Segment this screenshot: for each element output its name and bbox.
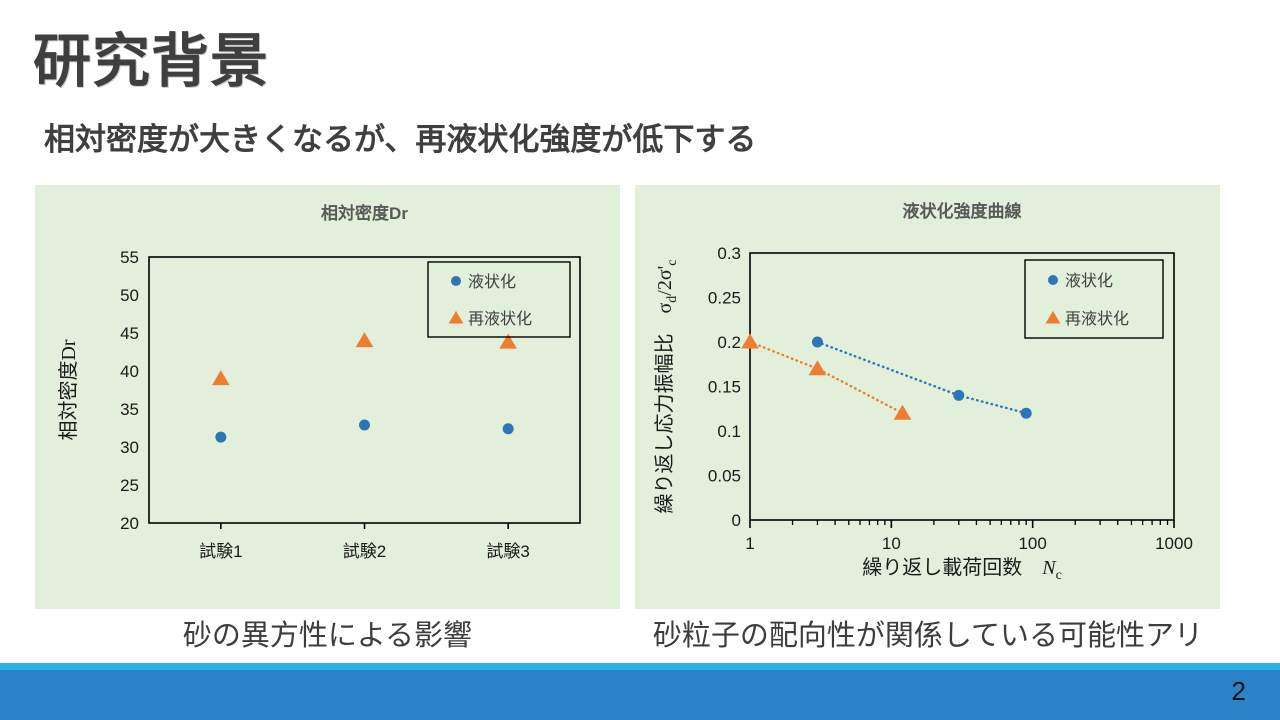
slide-subtitle: 相対密度が大きくなるが、再液状化強度が低下する xyxy=(44,122,757,157)
data-point-triangle xyxy=(355,332,374,348)
y-tick-label: 0.05 xyxy=(708,467,741,486)
x-tick-label: 試験3 xyxy=(486,542,529,561)
data-point-circle xyxy=(359,419,370,431)
liquefaction-strength-chart: 液状化強度曲線 0.3 0.25 0.2 0.15 0.1 0.05 01 10 100 1000 繰… xyxy=(653,201,1193,583)
y-tick-label: 0.3 xyxy=(717,244,741,263)
chart-title: 相対密度Dr xyxy=(321,203,408,223)
legend-label: 液状化 xyxy=(468,273,516,291)
data-point-triangle xyxy=(808,360,827,376)
legend-box xyxy=(427,261,571,338)
y-axis-label: 相対密度Dr xyxy=(57,339,80,440)
chart-title: 液状化強度曲線 xyxy=(903,201,1022,221)
y-tick-label: 20 xyxy=(120,514,139,533)
legend-label: 液状化 xyxy=(1065,272,1113,290)
y-tick-label: 0 xyxy=(732,511,741,530)
x-tick-label: 試験2 xyxy=(343,542,386,561)
data-point-triangle xyxy=(741,333,759,349)
data-point-circle xyxy=(215,431,227,443)
data-point-circle xyxy=(502,423,514,435)
plot-border xyxy=(148,256,581,524)
relative-density-chart: 相対密度Dr 55 50 45 40 35 30 25 20 試験1 試験2 試験3 相対密度Dr 液状化… xyxy=(57,203,581,561)
data-point-triangle xyxy=(893,404,912,420)
x-tick-label: 1000 xyxy=(1155,534,1193,553)
y-tick-label: 0.25 xyxy=(708,289,741,308)
data-point-triangle xyxy=(212,370,230,386)
x-axis-label: 繰り返し載荷回数 Nc xyxy=(862,556,1062,583)
y-tick-label: 0.2 xyxy=(717,333,741,352)
trend-line-triangle xyxy=(748,340,904,415)
data-point-circle xyxy=(953,389,965,401)
caption-right: 砂粒子の配向性が関係している可能性アリ xyxy=(652,620,1204,652)
data-point-circle xyxy=(1020,407,1032,419)
y-tick-label: 55 xyxy=(120,248,139,267)
plot-border xyxy=(749,252,1175,521)
chart-panel-liquefaction-strength: 液状化強度曲線 0.3 0.25 0.2 0.15 0.1 0.05 0 1 10 100 1000 繰… xyxy=(635,185,1220,609)
trend-line-circle xyxy=(816,340,1028,415)
y-tick-label: 35 xyxy=(120,400,139,419)
page-number: 2 xyxy=(1231,676,1246,706)
x-tick-label: 10 xyxy=(882,534,901,553)
footer-bar: 2 xyxy=(0,670,1280,720)
legend-marker-circle xyxy=(451,276,461,286)
data-point-circle xyxy=(811,336,823,348)
legend-marker-circle xyxy=(1048,275,1058,285)
chart-panel-relative-density: 相対密度Dr 55 50 45 40 35 30 25 20 試験1 試験2 試験3 相対密度Dr 液状化… xyxy=(35,185,620,609)
legend-marker-triangle xyxy=(448,310,464,324)
y-tick-label: 0.15 xyxy=(708,378,741,397)
x-tick-label: 1 xyxy=(745,534,754,553)
legend-label: 再液状化 xyxy=(1065,310,1129,328)
y-tick-label: 25 xyxy=(120,476,139,495)
legend-box xyxy=(1024,259,1164,339)
y-axis-label: 繰り返し応力振幅比 σd/2σ'c xyxy=(653,260,680,514)
footer-accent-strip xyxy=(0,663,1280,670)
x-tick-label: 100 xyxy=(1018,534,1046,553)
y-tick-label: 40 xyxy=(120,362,139,381)
y-tick-label: 30 xyxy=(120,438,139,457)
x-tick-label: 試験1 xyxy=(199,542,242,561)
caption-left: 砂の異方性による影響 xyxy=(182,620,473,652)
data-point-triangle xyxy=(499,333,517,349)
legend-label: 再液状化 xyxy=(468,310,532,328)
legend-marker-triangle xyxy=(1045,310,1061,324)
y-tick-label: 45 xyxy=(120,324,139,343)
page-title: 研究背景 xyxy=(33,29,270,94)
y-tick-label: 50 xyxy=(120,286,139,305)
y-tick-label: 0.1 xyxy=(717,422,741,441)
